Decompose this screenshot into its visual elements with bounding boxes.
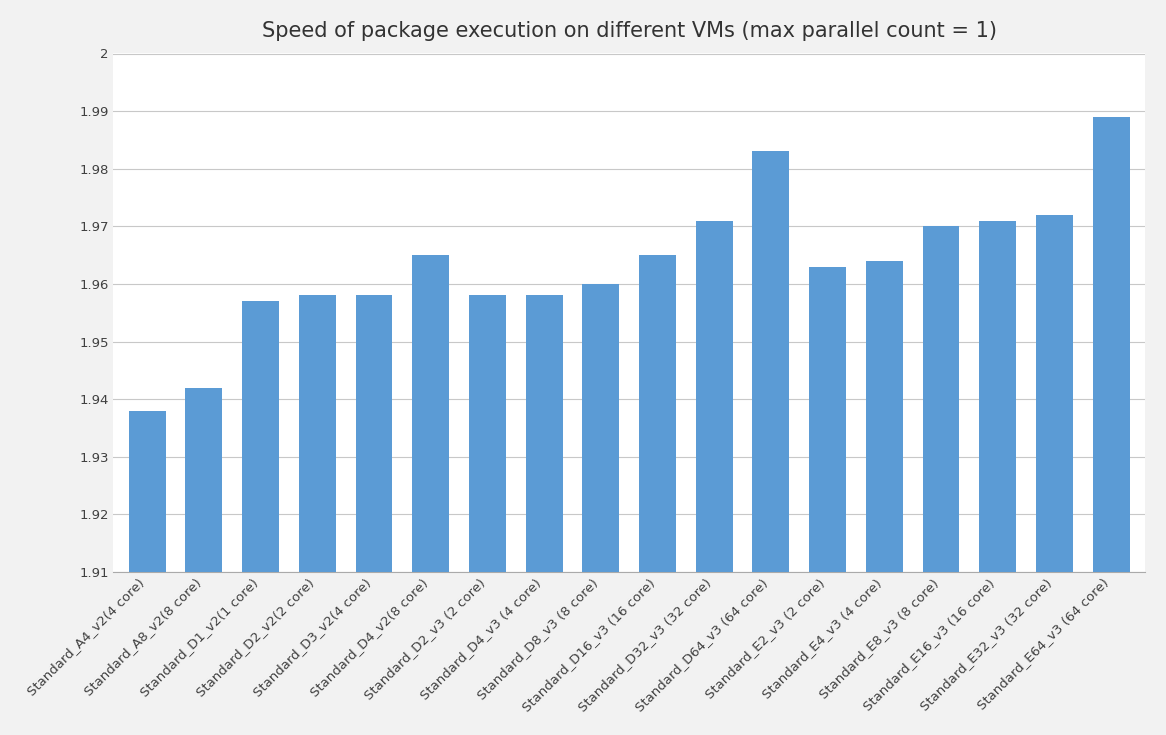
Bar [356, 295, 393, 572]
Bar [128, 411, 166, 572]
Bar [413, 255, 449, 572]
Bar [639, 255, 676, 572]
Bar [866, 261, 902, 572]
Bar [922, 226, 960, 572]
Bar [696, 220, 732, 572]
Bar [185, 387, 223, 572]
Bar [243, 301, 279, 572]
Bar [526, 295, 562, 572]
Bar [1037, 215, 1073, 572]
Bar [1093, 117, 1130, 572]
Bar [582, 284, 619, 572]
Bar [979, 220, 1016, 572]
Bar [469, 295, 506, 572]
Bar [298, 295, 336, 572]
Bar [809, 267, 847, 572]
Title: Speed of package execution on different VMs (max parallel count = 1): Speed of package execution on different … [261, 21, 997, 41]
Bar [752, 151, 789, 572]
